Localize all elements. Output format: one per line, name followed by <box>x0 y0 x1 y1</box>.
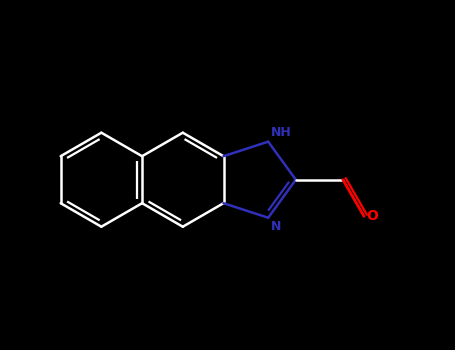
Text: N: N <box>271 220 281 233</box>
Text: NH: NH <box>271 126 291 139</box>
Text: O: O <box>366 209 378 223</box>
